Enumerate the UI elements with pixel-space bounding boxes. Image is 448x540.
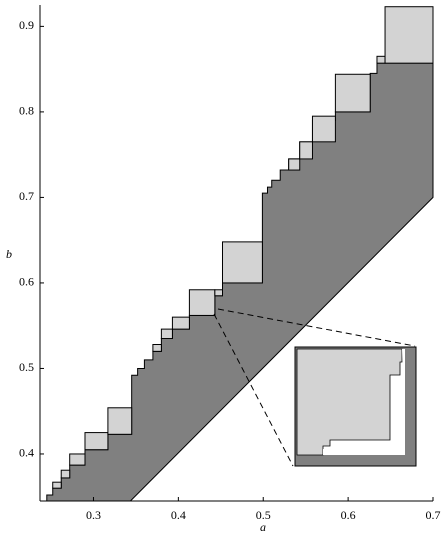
y-tick-label: 0.5 <box>19 360 34 374</box>
square <box>84 432 109 451</box>
y-tick-label: 0.4 <box>19 446 34 460</box>
zoom-line <box>217 308 416 347</box>
square <box>152 344 162 352</box>
square <box>221 241 263 284</box>
x-tick-label: 0.3 <box>86 508 101 522</box>
square <box>214 289 223 297</box>
y-tick-label: 0.8 <box>19 104 34 118</box>
y-tick-label: 0.6 <box>19 275 34 289</box>
square <box>288 158 301 171</box>
zoom-inset <box>213 308 417 467</box>
square <box>299 141 313 160</box>
square <box>52 481 62 489</box>
y-tick-label: 0.9 <box>19 18 34 32</box>
square <box>384 6 434 64</box>
y-axis-label: b <box>6 247 12 261</box>
square <box>160 328 173 340</box>
inset-gap <box>323 349 405 455</box>
square <box>69 453 86 466</box>
x-tick-label: 0.5 <box>256 508 271 522</box>
square <box>376 55 386 64</box>
inset-square <box>296 348 403 456</box>
x-axis-label: a <box>260 520 266 534</box>
x-tick-label: 0.7 <box>426 508 441 522</box>
square <box>188 289 216 316</box>
square <box>107 407 133 435</box>
square <box>311 115 336 143</box>
y-tick-label: 0.7 <box>19 189 34 203</box>
square <box>171 316 190 330</box>
x-tick-label: 0.6 <box>341 508 356 522</box>
square <box>60 469 71 479</box>
plot-area: 0.3 0.4 0.5 0.6 0.7 0.4 0.5 0.6 0.7 0.8 0.9 <box>19 5 441 522</box>
x-tick-label: 0.4 <box>171 508 186 522</box>
zoom-line <box>213 313 294 467</box>
square <box>334 73 371 113</box>
